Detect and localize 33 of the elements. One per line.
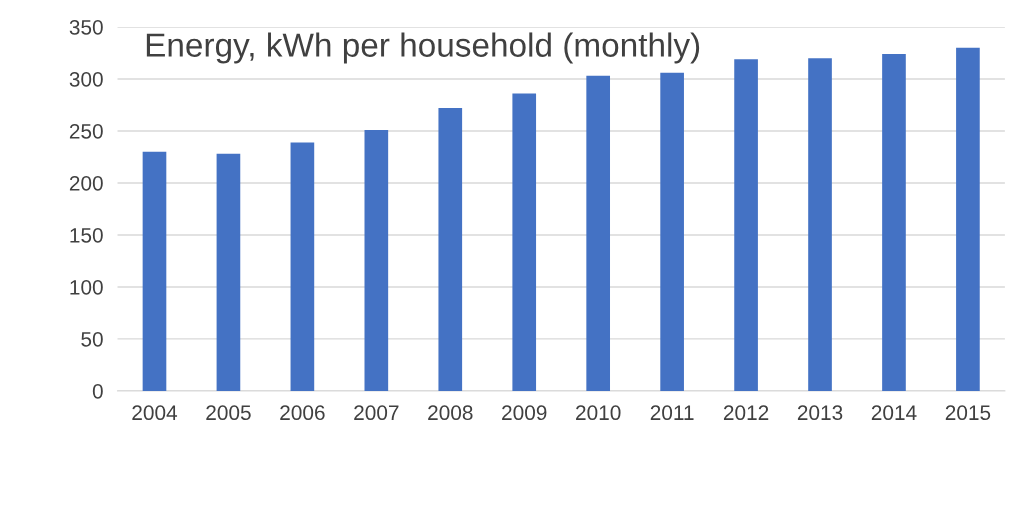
bar — [142, 151, 167, 391]
x-tick-label: 2012 — [723, 405, 769, 421]
bar — [586, 75, 611, 391]
chart-title: Energy, kWh per household (monthly) — [146, 32, 700, 64]
y-tick-label: 200 — [69, 175, 103, 191]
x-tick-label: 2006 — [280, 405, 325, 421]
bar — [882, 54, 906, 391]
x-tick-label: 2011 — [650, 405, 694, 421]
bar — [956, 47, 980, 391]
x-tick-label: 2013 — [797, 405, 843, 421]
y-tick-label: 100 — [70, 279, 103, 295]
x-tick-label: 2005 — [206, 405, 251, 421]
x-tick-label: 2007 — [354, 405, 399, 421]
x-tick-label: 2010 — [576, 405, 621, 421]
y-tick-label: 250 — [69, 123, 103, 139]
y-tick-label: 50 — [81, 331, 103, 347]
bar — [290, 142, 315, 391]
bar — [808, 58, 832, 391]
x-tick-label: 2015 — [945, 405, 991, 421]
x-tick-label: 2004 — [132, 405, 178, 421]
x-tick-label: 2009 — [502, 405, 547, 421]
bar — [216, 153, 241, 391]
y-tick-label: 350 — [69, 19, 103, 35]
x-tick-label: 2014 — [871, 405, 917, 421]
y-tick-label: 300 — [69, 71, 103, 87]
bar — [512, 93, 537, 391]
bar — [364, 129, 389, 391]
x-tick-label: 2008 — [428, 405, 473, 421]
bar — [438, 108, 463, 391]
bar — [660, 72, 684, 391]
bar — [734, 59, 758, 391]
y-tick-label: 0 — [92, 383, 103, 399]
y-tick-label: 150 — [70, 227, 103, 243]
